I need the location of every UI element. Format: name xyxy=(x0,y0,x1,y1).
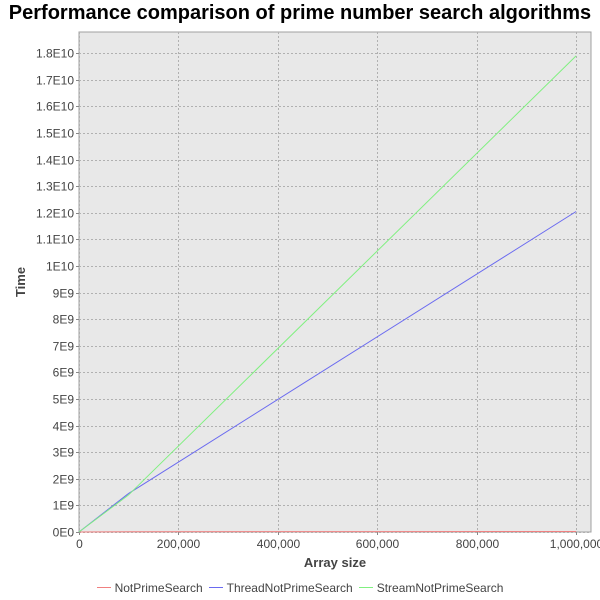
y-tick-label: 6E9 xyxy=(53,366,75,380)
legend-item: NotPrimeSearch xyxy=(96,581,203,595)
y-tick-label: 1E10 xyxy=(46,260,74,274)
x-tick-label: 600,000 xyxy=(356,537,400,551)
x-axis-label: Array size xyxy=(304,555,366,570)
y-tick-label: 1.3E10 xyxy=(36,180,74,194)
legend-label: ThreadNotPrimeSearch xyxy=(226,581,353,595)
y-tick-label: 1E9 xyxy=(53,499,75,513)
y-axis-label: Time xyxy=(13,267,28,297)
y-tick-label: 3E9 xyxy=(53,446,75,460)
x-tick-label: 0 xyxy=(76,537,83,551)
y-tick-label: 1.7E10 xyxy=(36,74,74,88)
series-line-notprimesearch xyxy=(78,531,577,533)
y-tick-label: 2E9 xyxy=(53,473,75,487)
series-lines xyxy=(78,55,577,533)
y-tick-label: 1.1E10 xyxy=(36,233,74,247)
legend: NotPrimeSearch ThreadNotPrimeSearch Stream… xyxy=(0,581,600,595)
x-tick-label: 400,000 xyxy=(257,537,301,551)
y-tick-label: 1.5E10 xyxy=(36,127,74,141)
legend-swatch xyxy=(208,587,223,589)
legend-swatch xyxy=(358,587,373,589)
chart-title: Performance comparison of prime number s… xyxy=(8,2,592,24)
legend-item: StreamNotPrimeSearch xyxy=(358,581,504,595)
y-tick-label: 8E9 xyxy=(53,313,75,327)
y-tick-label: 1.8E10 xyxy=(36,47,74,61)
x-tick-label: 200,000 xyxy=(157,537,201,551)
y-tick-label: 1.4E10 xyxy=(36,154,74,168)
legend-label: NotPrimeSearch xyxy=(114,581,203,595)
y-tick-label: 0E0 xyxy=(53,526,75,540)
y-tick-label: 7E9 xyxy=(53,340,75,354)
y-tick-label: 1.2E10 xyxy=(36,207,74,221)
y-tick-label: 9E9 xyxy=(53,287,75,301)
y-tick-label: 4E9 xyxy=(53,420,75,434)
plot-area xyxy=(78,31,592,533)
y-tick-label: 1.6E10 xyxy=(36,100,74,114)
x-tick-label: 800,000 xyxy=(456,537,500,551)
legend-label: StreamNotPrimeSearch xyxy=(376,581,504,595)
legend-swatch xyxy=(96,587,111,589)
x-tick-label: 1,000,000 xyxy=(550,537,600,551)
x-axis-ticks: 0 200,000 400,000 600,000 800,000 1,000,000 xyxy=(76,532,600,551)
y-tick-label: 5E9 xyxy=(53,393,75,407)
y-axis-ticks: 0E0 1E9 2E9 3E9 4E9 5E9 6E9 7E9 8E9 9E9 1E10 1.1E10… xyxy=(36,47,79,540)
legend-item: ThreadNotPrimeSearch xyxy=(208,581,353,595)
gridlines xyxy=(79,32,591,533)
series-line-streamnotprimesearch xyxy=(78,55,577,533)
